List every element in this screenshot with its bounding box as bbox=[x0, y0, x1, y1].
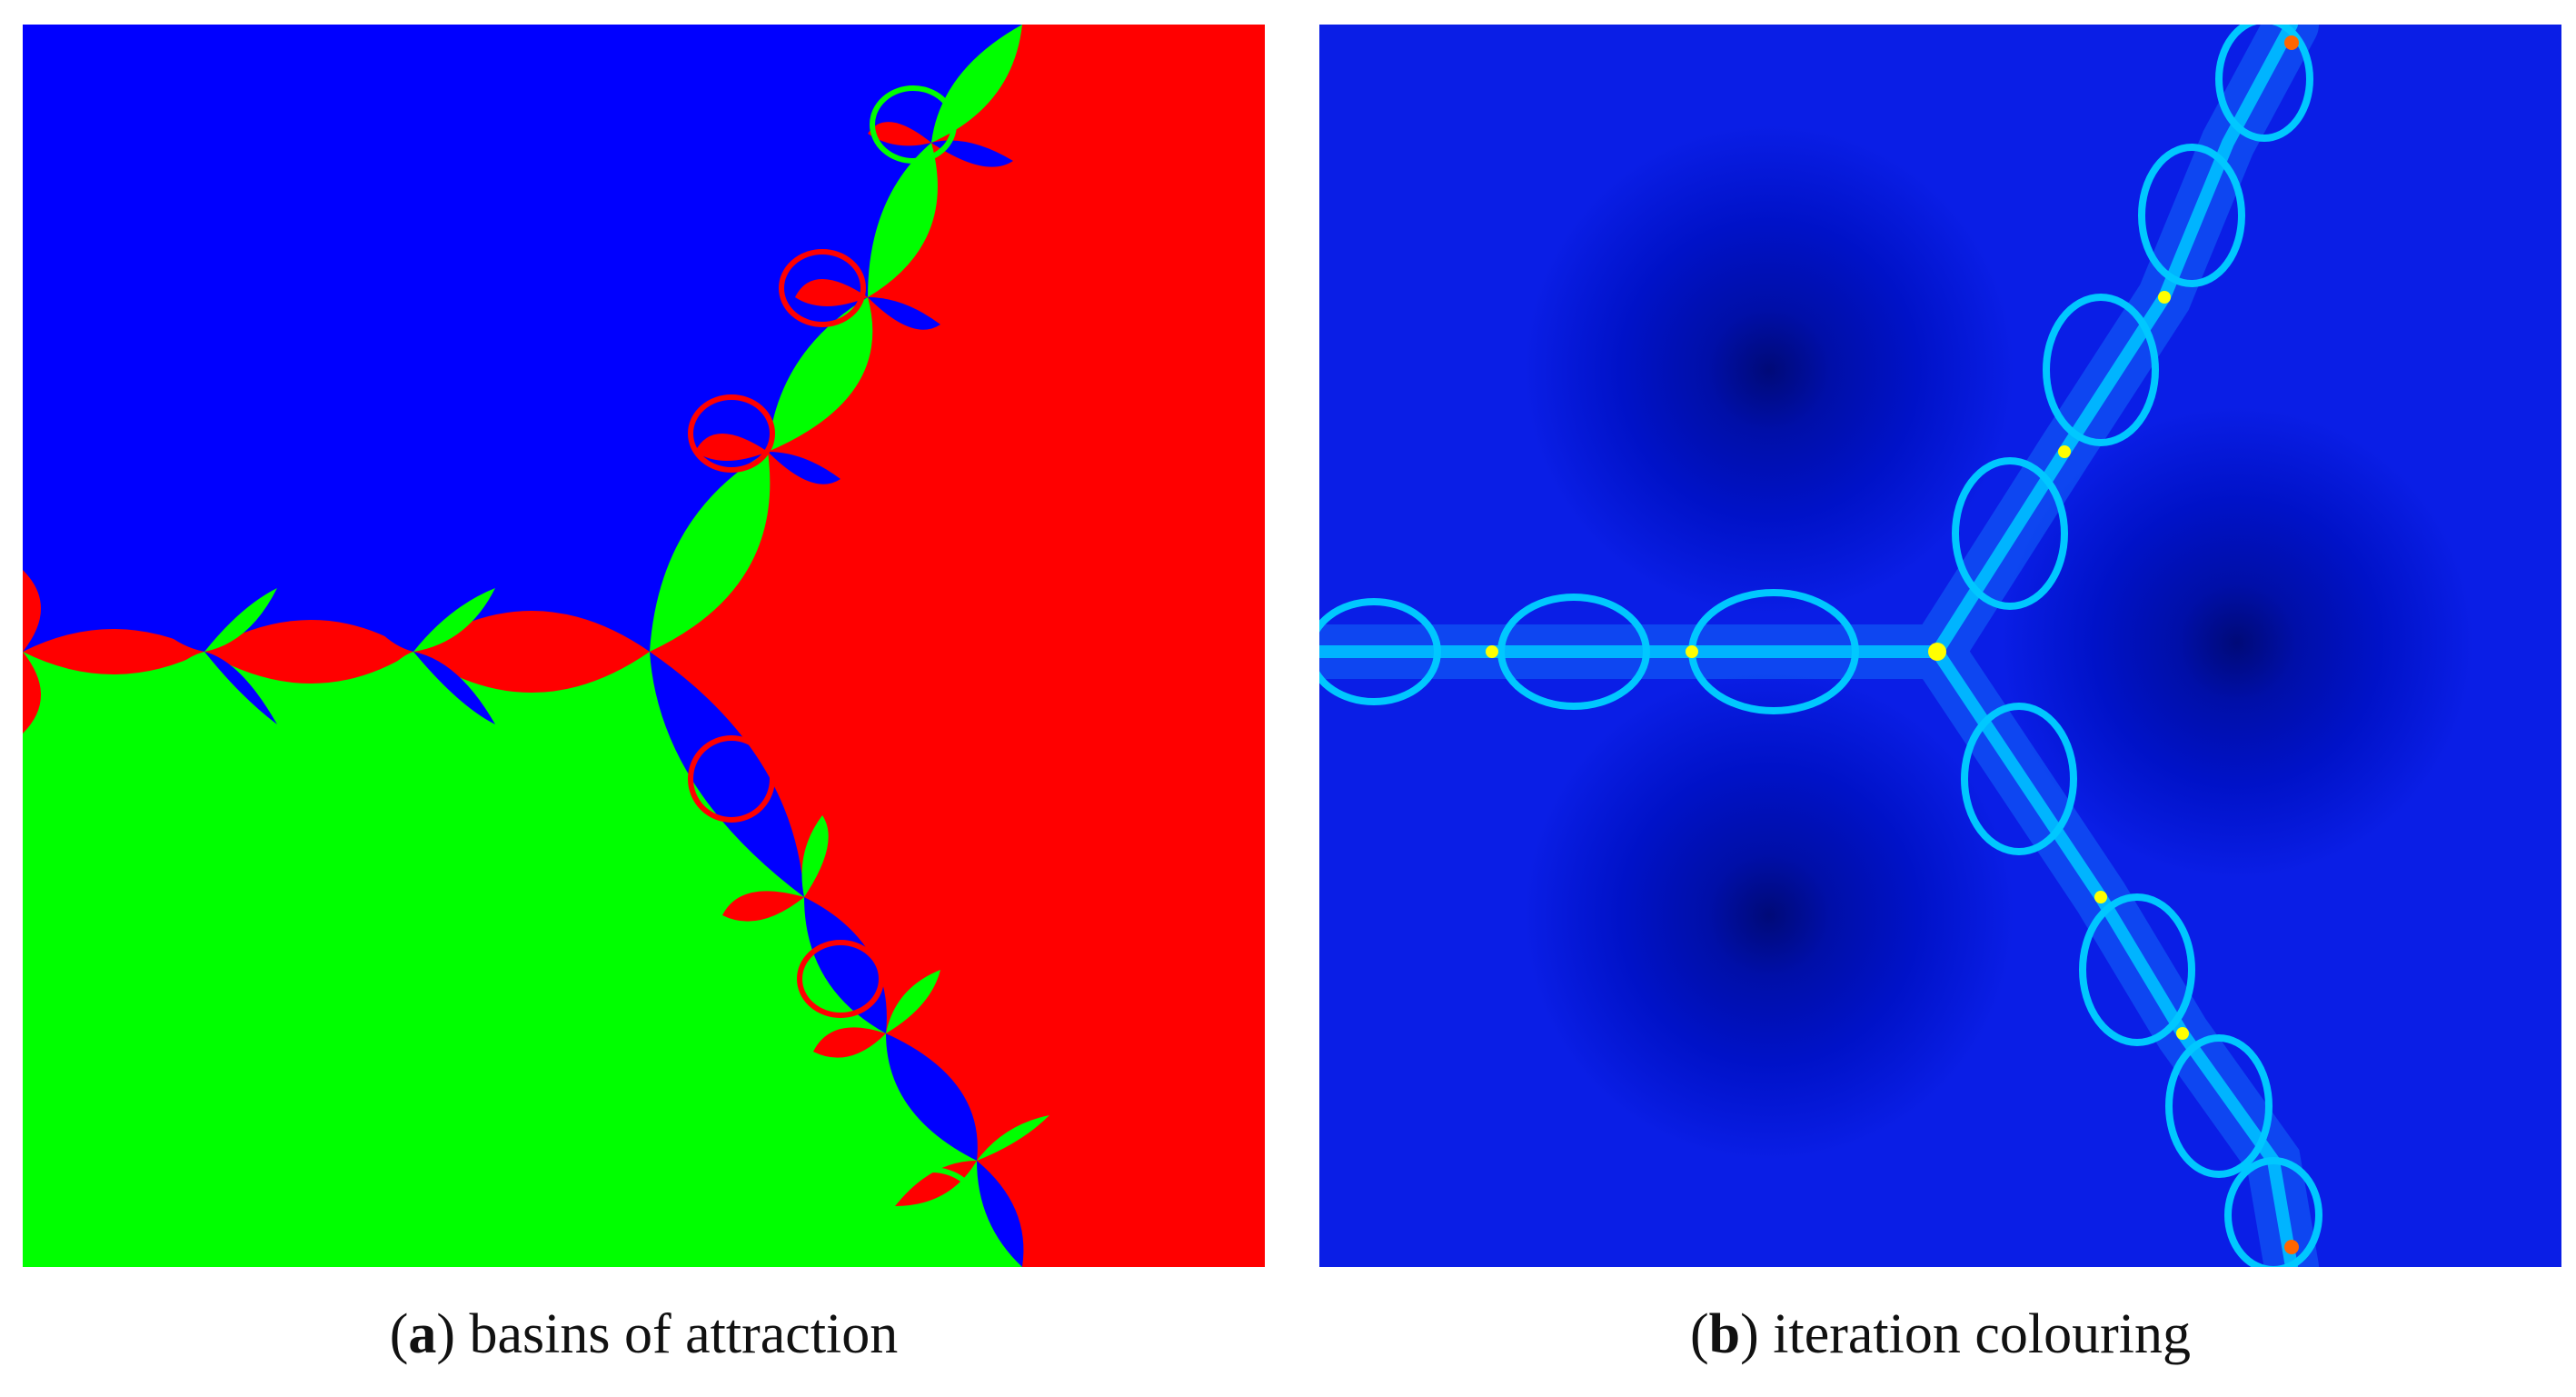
left-arm-lobes bbox=[23, 570, 650, 733]
iteration-fractal-svg bbox=[1319, 25, 2561, 1267]
basins-fractal-svg bbox=[23, 25, 1265, 1267]
caption-b-text: iteration colouring bbox=[1773, 1303, 2191, 1365]
caption-b-label: b bbox=[1708, 1303, 1741, 1365]
junction-highlights bbox=[1486, 35, 2299, 1254]
caption-a-label: a bbox=[408, 1303, 437, 1365]
upper-arm-lobes bbox=[650, 25, 1022, 652]
basins-of-attraction-image bbox=[23, 25, 1265, 1267]
lower-left-basin bbox=[1524, 670, 2014, 1161]
iteration-colouring-image bbox=[1319, 25, 2561, 1267]
caption-a: (a) basins of attraction bbox=[389, 1303, 899, 1365]
blue-basin bbox=[23, 25, 1022, 652]
lower-arm-lobes bbox=[650, 652, 1049, 1267]
right-basin bbox=[2001, 406, 2473, 879]
red-basin bbox=[650, 25, 1265, 1267]
caption-b: (b) iteration colouring bbox=[1690, 1303, 2191, 1365]
caption-a-text: basins of attraction bbox=[469, 1303, 899, 1365]
upper-left-basin bbox=[1524, 125, 2014, 615]
